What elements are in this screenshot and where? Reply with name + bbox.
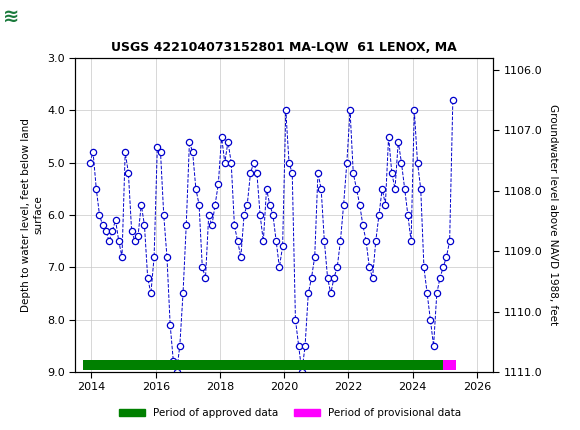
Bar xyxy=(443,360,456,370)
Y-axis label: Depth to water level, feet below land
surface: Depth to water level, feet below land su… xyxy=(21,118,43,312)
Bar xyxy=(84,360,443,370)
Text: USGS: USGS xyxy=(41,7,92,25)
Y-axis label: Groundwater level above NAVD 1988, feet: Groundwater level above NAVD 1988, feet xyxy=(548,104,558,326)
Text: ≋: ≋ xyxy=(3,6,19,26)
Title: USGS 422104073152801 MA-LQW  61 LENOX, MA: USGS 422104073152801 MA-LQW 61 LENOX, MA xyxy=(111,41,457,54)
Legend: Period of approved data, Period of provisional data: Period of approved data, Period of provi… xyxy=(114,404,466,423)
FancyBboxPatch shape xyxy=(3,3,43,29)
